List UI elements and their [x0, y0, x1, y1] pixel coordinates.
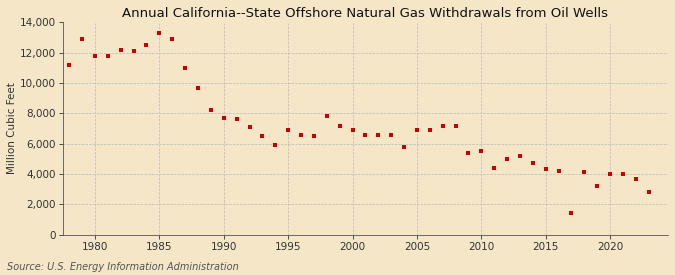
Point [154, 31, 165, 35]
Point [605, 172, 616, 176]
Point [527, 161, 538, 166]
Point [270, 143, 281, 147]
Point [128, 49, 139, 53]
Point [244, 125, 255, 129]
Point [232, 117, 242, 122]
Point [115, 48, 126, 52]
Point [540, 167, 551, 172]
Point [283, 128, 294, 132]
Point [450, 123, 461, 128]
Point [103, 54, 113, 58]
Point [90, 54, 101, 58]
Point [566, 211, 577, 216]
Point [463, 151, 474, 155]
Point [386, 133, 397, 137]
Point [399, 145, 410, 149]
Point [334, 123, 345, 128]
Y-axis label: Million Cubic Feet: Million Cubic Feet [7, 82, 17, 175]
Point [592, 184, 603, 188]
Point [296, 133, 306, 137]
Point [618, 172, 628, 176]
Point [360, 133, 371, 137]
Title: Annual California--State Offshore Natural Gas Withdrawals from Oil Wells: Annual California--State Offshore Natura… [122, 7, 608, 20]
Point [514, 154, 525, 158]
Point [412, 128, 423, 132]
Point [219, 116, 230, 120]
Point [437, 123, 448, 128]
Point [425, 128, 435, 132]
Point [643, 190, 654, 194]
Text: Source: U.S. Energy Information Administration: Source: U.S. Energy Information Administ… [7, 262, 238, 272]
Point [579, 170, 590, 175]
Point [308, 134, 319, 138]
Point [257, 134, 268, 138]
Point [630, 176, 641, 181]
Point [476, 149, 487, 153]
Point [321, 114, 332, 119]
Point [180, 66, 190, 70]
Point [347, 128, 358, 132]
Point [167, 37, 178, 41]
Point [373, 133, 383, 137]
Point [489, 166, 500, 170]
Point [502, 157, 512, 161]
Point [77, 37, 88, 41]
Point [192, 86, 203, 90]
Point [554, 169, 564, 173]
Point [141, 43, 152, 47]
Point [64, 63, 75, 67]
Point [205, 108, 216, 112]
